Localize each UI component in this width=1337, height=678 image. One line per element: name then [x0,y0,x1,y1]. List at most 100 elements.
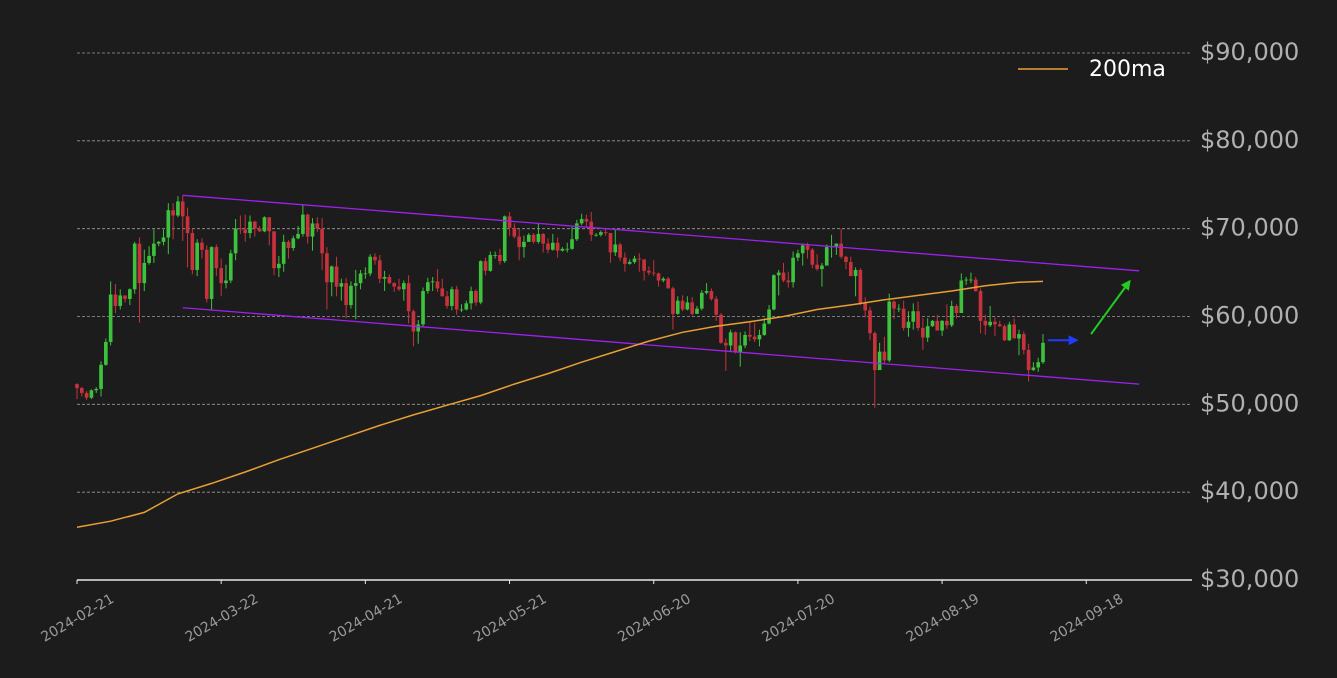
candle-body [627,262,632,264]
candle-body [262,217,267,232]
candle-body [954,305,959,313]
candle-body [993,321,997,325]
candle-body [983,320,988,326]
candle-body [454,289,459,310]
candle-body [301,214,305,234]
candle-body [796,253,800,258]
candle-body [815,264,819,270]
candle-body [1036,362,1041,368]
candle-body [642,259,646,271]
y-tick-label: $80,000 [1200,126,1299,154]
candle-body [161,237,166,242]
candle-body [1041,342,1045,363]
candle-body [704,291,709,293]
candle-body [973,279,978,292]
candle-body [978,291,983,321]
candle-body [935,320,940,331]
candle-body [387,276,392,284]
candle-body [589,221,594,235]
candle-body [267,217,272,232]
candle-body [325,253,329,283]
candle-body [575,223,579,240]
candle-body [762,323,767,335]
candle-body [536,233,541,242]
candle-body [776,272,781,276]
candle-body [166,210,171,238]
candle-body [887,301,892,361]
candle-body [291,238,296,248]
candle-body [728,332,733,346]
candle-body [190,233,195,270]
candle-body [195,242,199,270]
candle-body [570,239,574,249]
candle-body [921,327,925,338]
candle-body [171,210,175,216]
candle-body [474,291,478,303]
candle-body [94,388,99,391]
candle-body [406,283,411,312]
candle-body [757,334,762,340]
candle-body [901,308,906,328]
candle-body [200,242,204,250]
candle-body [440,288,445,297]
candle-body [786,280,791,283]
candle-body [882,351,887,361]
candle-body [411,311,416,332]
candle-body [329,266,334,283]
candle-body [1002,326,1007,341]
candle-body [522,241,526,248]
candle-body [1012,324,1017,339]
candle-body [118,295,123,306]
candle-body [579,219,584,224]
candle-body [132,243,137,290]
candle-body [839,243,843,257]
candles [75,195,1045,408]
candle-body [79,388,84,393]
candle-body [863,303,868,311]
candle-body [541,233,546,244]
candle-body [334,266,339,287]
candle-body [272,231,276,269]
candle-body [719,314,723,343]
candle-body [565,248,570,250]
candle-body [695,308,699,314]
candle-body [791,257,795,283]
candle-body [305,214,310,237]
candle-body [805,245,810,250]
candle-body [228,253,233,281]
candle-body [185,216,190,234]
candle-body [969,279,973,281]
candle-body [1017,334,1021,339]
candle-body [546,243,550,250]
candle-body [872,333,877,371]
candle-body [613,244,618,253]
candle-body [401,283,406,290]
candle-body [925,326,930,338]
trendline [182,307,1140,385]
candle-body [1026,349,1031,371]
candle-body [906,321,911,328]
candle-body [517,236,521,248]
candle-body [180,201,185,217]
candle-body [363,273,368,275]
candle-body [824,247,829,266]
candle-body [277,263,281,269]
ma-line [76,280,1044,529]
candle-body [1021,334,1026,350]
candle-body [416,324,421,332]
candle-body [257,228,262,232]
candle-body [89,390,94,398]
candle-body [1031,367,1036,371]
candle-body [358,273,363,284]
candle-body [733,332,738,353]
candle-body [99,364,103,389]
candle-body [1007,324,1012,341]
trendline [182,194,1140,272]
candle-body [675,300,680,314]
legend-label: 200ma [1089,57,1166,82]
candle-body [964,279,968,281]
candle-body [493,255,497,256]
candle-body [286,241,291,248]
candle-body [743,334,747,346]
